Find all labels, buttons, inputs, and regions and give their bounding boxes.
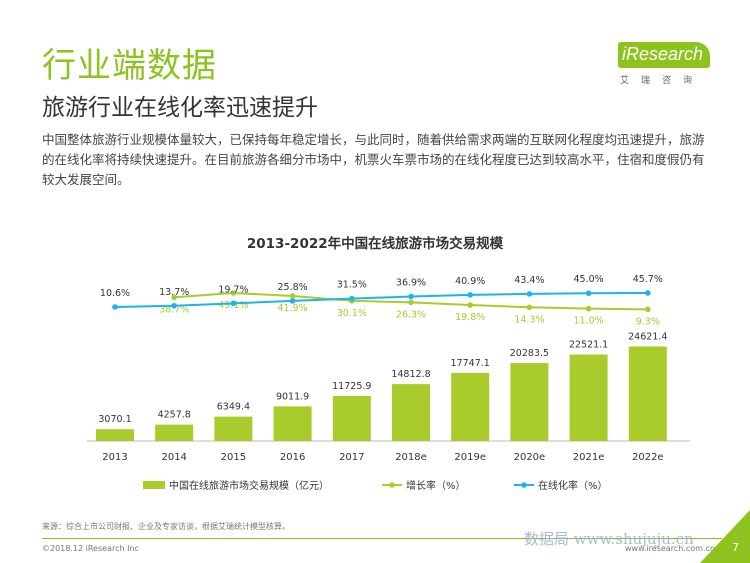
growth-rate-label: 11.0%: [574, 316, 604, 327]
description-text: 中国整体旅游行业规模体量较大，已保持每年稳定增长，与此同时，随着供给需求两端的互…: [42, 132, 705, 187]
online-rate-label: 31.5%: [337, 280, 367, 291]
bar: [569, 354, 608, 441]
online-rate-point: [230, 300, 237, 307]
growth-rate-point: [585, 305, 592, 312]
bar-value-label: 24621.4: [628, 331, 667, 342]
x-tick-label: 2015: [221, 452, 246, 463]
x-tick-label: 2016: [280, 452, 305, 463]
logo-subtitle: 艾瑞咨询: [620, 76, 705, 86]
online-rate-label: 45.0%: [574, 274, 604, 285]
chart-title: 2013-2022年中国在线旅游市场交易规模: [247, 235, 504, 252]
online-rate-point: [289, 298, 296, 304]
online-rate-label: 13.7%: [159, 287, 189, 298]
growth-rate-label: 38.7%: [159, 304, 189, 315]
online-rate-label: 45.7%: [633, 274, 663, 285]
x-tick-label: 2020e: [514, 452, 546, 463]
growth-rate-label: 30.1%: [337, 308, 367, 319]
x-tick-label: 2017: [339, 452, 364, 463]
online-rate-point: [526, 291, 533, 297]
iresearch-logo: iResearch 艾瑞咨询: [612, 40, 712, 90]
bar: [392, 384, 430, 441]
online-rate-label: 25.8%: [278, 282, 308, 293]
growth-rate-label: 9.3%: [636, 316, 660, 327]
bar: [332, 395, 371, 441]
copyright: ©2018.12 iResearch Inc: [42, 544, 139, 553]
growth-rate-point: [408, 299, 414, 306]
online-rate-point: [112, 304, 118, 310]
legend-swatch-bar: [143, 481, 165, 489]
bar-value-label: 14812.8: [391, 369, 430, 380]
bar: [273, 406, 312, 441]
online-rate-point: [467, 292, 474, 298]
growth-rate-point: [289, 293, 296, 299]
x-tick-label: 2014: [161, 452, 186, 463]
online-rate-line: [114, 291, 648, 308]
bar: [214, 416, 253, 441]
online-rate-point: [585, 290, 592, 297]
growth-rate-label: 26.3%: [396, 309, 426, 320]
watermark: 数据局 www.shujuju.cn: [524, 530, 694, 548]
page-subtitle: 旅游行业在线化率迅速提升: [42, 95, 318, 121]
online-rate-label: 43.4%: [514, 275, 544, 286]
online-rate-label: 36.9%: [396, 277, 426, 288]
bar-value-label: 11725.9: [332, 381, 371, 392]
source-note: 来源：综合上市公司财报、企业及专家访谈，根据艾瑞统计模型核算。: [42, 522, 290, 531]
legend-marker-growth: [389, 482, 395, 488]
growth-rate-label: 14.3%: [514, 314, 544, 325]
legend-marker-online: [521, 482, 527, 488]
bar: [628, 346, 667, 441]
online-rate-point: [171, 302, 177, 309]
online-rate-point: [645, 290, 651, 296]
bar-value-label: 22521.1: [569, 340, 608, 351]
footer-divider: [42, 538, 722, 539]
x-tick-label: 2018e: [395, 452, 427, 463]
growth-rate-point: [467, 302, 474, 308]
logo-brand: iResearch: [622, 44, 704, 64]
legend-label-growth: 增长率（%）: [406, 479, 466, 492]
bar: [155, 424, 194, 441]
growth-rate-point: [171, 294, 177, 301]
legend-label-online: 在线化率（%）: [538, 479, 608, 492]
online-rate-label: 10.6%: [100, 288, 130, 299]
bar-value-label: 20283.5: [510, 348, 549, 359]
x-tick-label: 2021e: [573, 452, 605, 463]
bar: [96, 429, 134, 441]
bar: [451, 372, 490, 441]
footer-url[interactable]: www.iresearch.com.cn: [625, 544, 715, 553]
x-tick-label: 2022e: [632, 452, 664, 463]
section-title: 行业端数据: [42, 46, 217, 86]
bar-value-label: 6349.4: [217, 402, 250, 413]
growth-rate-label: 41.9%: [278, 303, 308, 314]
x-tick-label: 2013: [102, 452, 127, 463]
bar: [510, 363, 549, 441]
bar-value-label: 17747.1: [451, 358, 490, 369]
online-rate-label: 19.7%: [218, 284, 248, 295]
legend-label-bar: 中国在线旅游市场交易规模（亿元）: [169, 479, 329, 492]
growth-rate-point: [526, 304, 533, 311]
online-rate-point: [349, 295, 355, 302]
online-rate-label: 40.9%: [455, 276, 485, 287]
bar-value-label: 4257.8: [158, 410, 191, 421]
x-tick-label: 2019e: [454, 452, 486, 463]
page-number: 7: [732, 541, 739, 554]
growth-rate-point: [230, 290, 237, 296]
logo-badge: [618, 42, 710, 68]
corner-decoration: [700, 510, 750, 563]
growth-rate-label: 19.8%: [455, 312, 485, 323]
bar-value-label: 3070.1: [98, 414, 131, 425]
growth-rate-point: [645, 306, 651, 313]
online-rate-point: [408, 293, 414, 300]
bar-value-label: 9011.9: [276, 391, 309, 402]
